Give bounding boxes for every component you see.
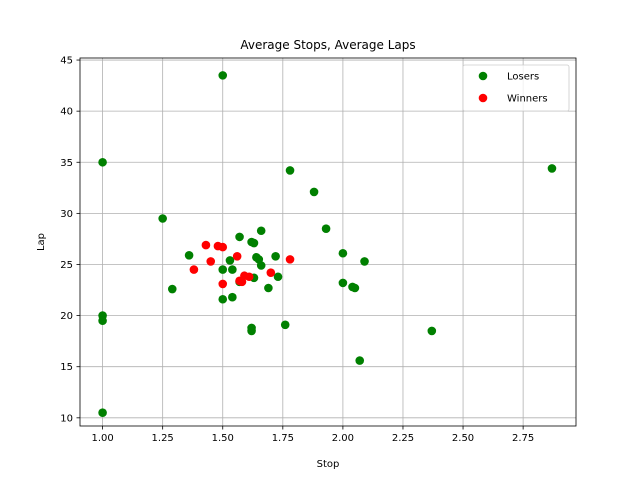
- losers-point: [98, 157, 107, 167]
- losers-point: [355, 356, 365, 365]
- legend-marker-losers: [478, 71, 488, 81]
- losers-point: [98, 408, 107, 418]
- y-tick-label: 40: [60, 107, 73, 118]
- winners-point: [285, 255, 295, 264]
- legend-label-winners: Winners: [507, 94, 548, 105]
- legend-box: [462, 64, 570, 112]
- winners-point: [266, 268, 276, 277]
- losers-point: [184, 250, 194, 260]
- losers-point: [218, 265, 228, 274]
- losers-point: [228, 292, 237, 302]
- x-tick-label: 1.00: [91, 433, 113, 444]
- winners-point: [232, 252, 242, 261]
- legend-marker-winners: [478, 93, 488, 103]
- losers-point: [98, 316, 107, 326]
- losers-point: [256, 226, 266, 236]
- losers-point: [247, 326, 256, 336]
- losers-point: [547, 164, 557, 173]
- x-axis: 1.00 1.25 1.50 1.75 2.00 2.25 2.50 2.75: [91, 426, 534, 444]
- losers-point: [285, 166, 295, 175]
- winners-point: [189, 265, 199, 274]
- grid: [80, 58, 576, 426]
- x-tick-label: 1.50: [212, 433, 234, 444]
- losers-point: [273, 272, 283, 282]
- losers-point: [427, 326, 437, 336]
- losers-point: [249, 238, 259, 248]
- x-tick-label: 1.75: [272, 433, 294, 444]
- losers-point: [338, 278, 348, 288]
- winners-point: [244, 272, 254, 282]
- y-tick-label: 30: [60, 209, 73, 220]
- losers-point: [158, 214, 167, 223]
- losers-point: [271, 252, 280, 261]
- x-axis-title: Stop: [317, 459, 340, 470]
- chart-title: Average Stops, Average Laps: [240, 38, 415, 52]
- y-tick-label: 15: [60, 362, 73, 373]
- x-tick-label: 2.75: [512, 433, 534, 444]
- losers-point: [264, 283, 273, 293]
- losers-point: [256, 261, 266, 270]
- plot-frame: [79, 57, 577, 427]
- losers-point: [218, 294, 228, 304]
- legend: Losers Winners: [462, 64, 570, 112]
- losers-point: [235, 232, 244, 242]
- y-tick-label: 20: [60, 311, 73, 322]
- winners-point: [206, 257, 216, 266]
- losers-point: [321, 224, 331, 234]
- losers-point: [338, 248, 348, 258]
- y-tick-label: 35: [60, 158, 73, 169]
- losers-point: [280, 320, 290, 330]
- losers-point: [360, 257, 369, 266]
- losers-point: [228, 265, 237, 274]
- x-tick-label: 2.25: [392, 433, 414, 444]
- winners-point: [218, 279, 228, 289]
- losers-point: [309, 187, 319, 197]
- y-tick-label: 25: [60, 260, 73, 271]
- data-points: [98, 71, 557, 418]
- losers-point: [350, 283, 360, 293]
- y-axis-title: Lap: [36, 233, 47, 251]
- losers-point: [225, 256, 235, 265]
- losers-point: [218, 71, 228, 80]
- y-tick-label: 45: [60, 56, 73, 67]
- x-tick-label: 2.50: [452, 433, 474, 444]
- x-tick-label: 2.00: [332, 433, 354, 444]
- winners-point: [218, 242, 228, 252]
- y-axis: 10 15 20 25 30 35 40 45: [60, 56, 80, 424]
- legend-label-losers: Losers: [507, 72, 539, 83]
- y-tick-label: 10: [60, 413, 73, 424]
- losers-point: [167, 284, 177, 294]
- x-tick-label: 1.25: [152, 433, 174, 444]
- winners-point: [201, 240, 211, 250]
